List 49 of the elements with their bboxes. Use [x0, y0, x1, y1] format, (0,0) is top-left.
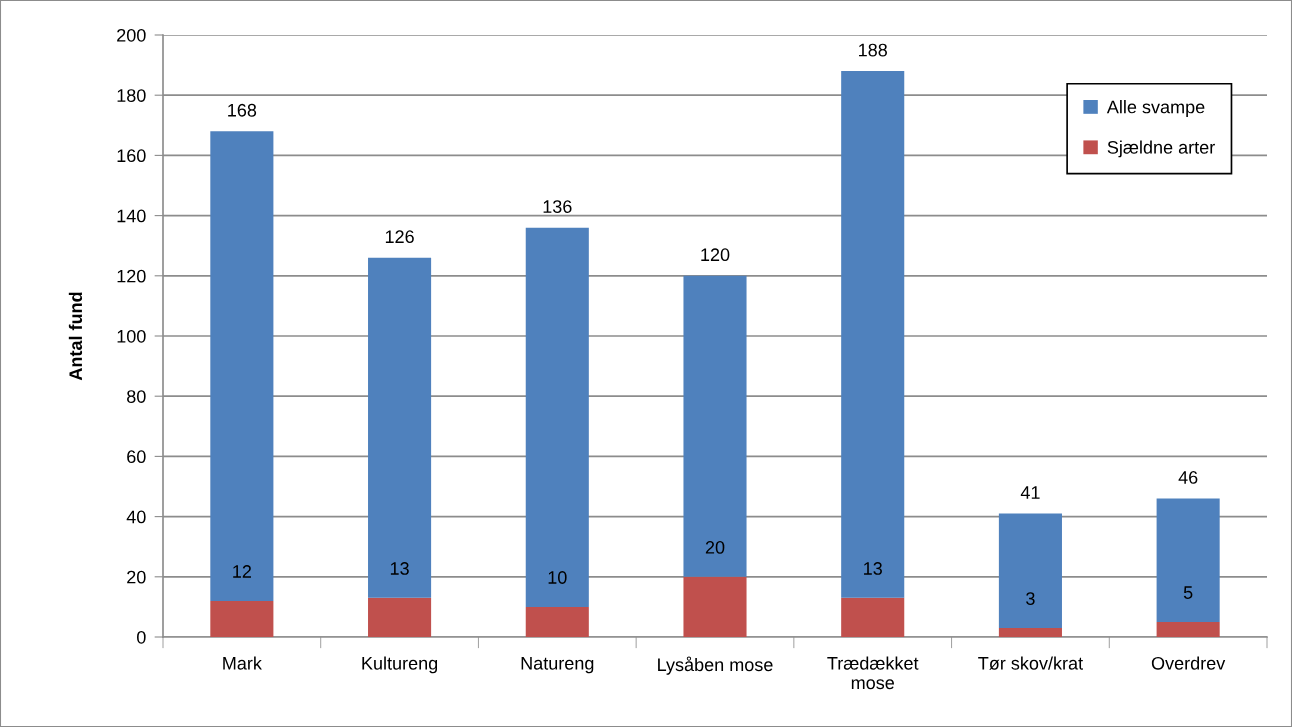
- bar: [368, 257, 432, 598]
- y-tick-label: 0: [137, 630, 146, 644]
- y-tick-label: 180: [117, 89, 146, 102]
- y-tick-label: 40: [126, 510, 146, 524]
- y-tick-label: 60: [127, 450, 146, 464]
- bar: [841, 597, 905, 637]
- total-label: 41: [1020, 486, 1040, 499]
- bar: [525, 606, 589, 637]
- bar: [998, 513, 1062, 628]
- total-label: 46: [1178, 471, 1198, 484]
- y-tick-label: 80: [127, 390, 146, 403]
- bar: [1156, 498, 1220, 622]
- x-tick-label: Mark: [223, 656, 262, 670]
- x-tick-label: Natureng: [521, 657, 594, 674]
- bar: [998, 627, 1062, 637]
- x-tick-label: Overdrev: [1151, 656, 1226, 670]
- data-label: 13: [390, 562, 409, 575]
- legend-label: Alle svampe: [1106, 100, 1205, 117]
- data-label: 20: [705, 541, 725, 554]
- total-label: 136: [543, 200, 572, 213]
- data-label: 3: [1026, 592, 1035, 605]
- y-tick-label: 160: [117, 149, 146, 163]
- x-tick-label: Trædækket mose: [827, 656, 919, 690]
- total-label: 168: [228, 103, 257, 117]
- y-axis-title: Antal fund: [68, 292, 83, 381]
- y-tick-label: 200: [117, 28, 146, 42]
- total-label: 188: [859, 43, 887, 57]
- x-tick-label: Kultureng: [362, 656, 438, 674]
- bar: [841, 71, 905, 598]
- data-label: 12: [233, 565, 251, 578]
- total-label: 126: [385, 230, 414, 244]
- bar: [525, 227, 589, 607]
- data-label: 13: [864, 562, 882, 575]
- bar: [683, 576, 747, 637]
- y-tick-label: 120: [117, 269, 146, 283]
- bar: [368, 597, 432, 637]
- bar: [210, 131, 274, 601]
- x-tick-label: Lysåben mose: [658, 656, 773, 675]
- data-label: 5: [1183, 586, 1193, 599]
- x-tick-label: Tør skov/krat: [978, 656, 1083, 670]
- total-label: 120: [701, 248, 730, 262]
- y-tick-label: 100: [117, 329, 146, 343]
- bar: [1156, 621, 1220, 637]
- y-tick-label: 140: [117, 209, 146, 223]
- data-label: 10: [548, 571, 567, 584]
- bar: [210, 600, 274, 637]
- y-tick-label: 20: [127, 570, 146, 584]
- legend-label: Sjældne arter: [1107, 140, 1215, 158]
- bar: [683, 275, 747, 577]
